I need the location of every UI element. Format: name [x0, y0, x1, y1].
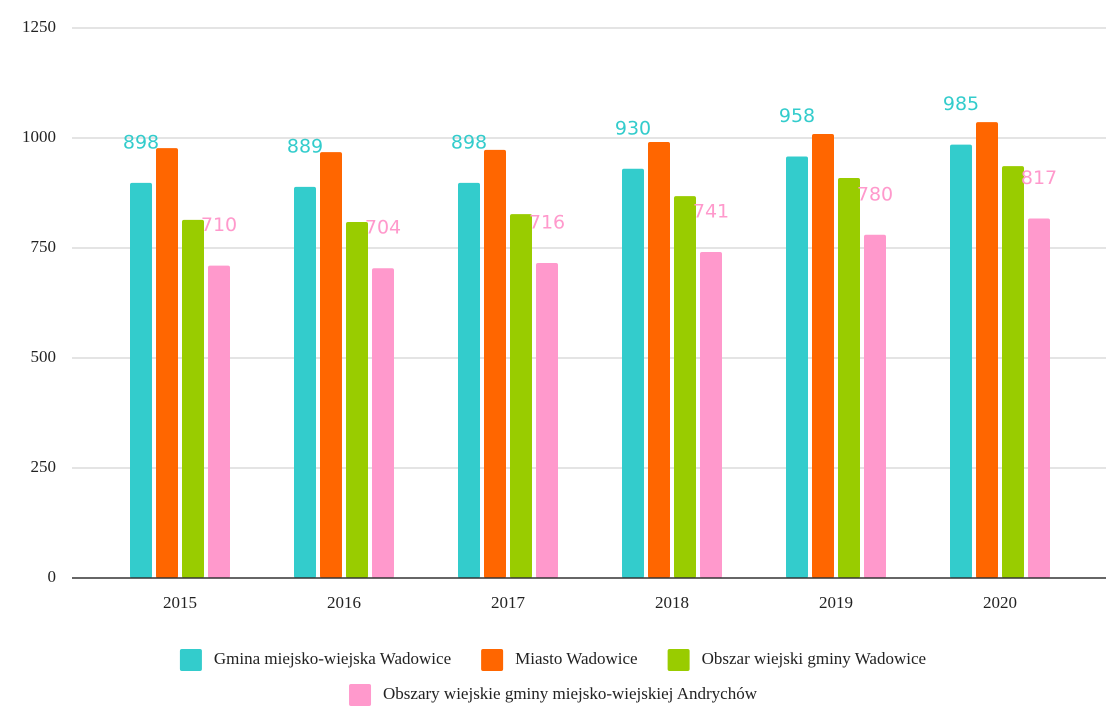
legend-swatch [349, 684, 372, 706]
x-tick-label: 2018 [655, 593, 689, 612]
legend-label: Miasto Wadowice [515, 649, 638, 668]
legend-label: Obszary wiejskie gminy miejsko-wiejskiej… [383, 684, 758, 703]
bar [484, 149, 506, 578]
bar [864, 234, 886, 579]
y-tick-label: 500 [31, 347, 57, 366]
legend-label: Gmina miejsko-wiejska Wadowice [214, 649, 451, 668]
data-label: 930 [615, 117, 651, 139]
bar [510, 214, 532, 578]
bar [458, 182, 480, 578]
bar [674, 196, 696, 578]
bar [156, 148, 178, 578]
data-label: 716 [529, 211, 565, 233]
data-label: 898 [123, 131, 159, 153]
data-label: 780 [857, 183, 893, 205]
bar [372, 268, 394, 578]
y-tick-label: 250 [31, 457, 57, 476]
bar [838, 178, 860, 579]
bar [786, 156, 808, 579]
x-tick-label: 2020 [983, 593, 1017, 612]
x-tick-label: 2016 [327, 593, 361, 612]
y-tick-label: 1250 [22, 17, 56, 36]
y-tick-label: 750 [31, 237, 57, 256]
bar [648, 141, 670, 578]
data-label: 817 [1021, 167, 1057, 189]
data-label: 958 [779, 105, 815, 127]
data-label: 710 [201, 214, 237, 236]
bar [1002, 166, 1024, 578]
x-tick-label: 2017 [491, 593, 526, 612]
bar [320, 152, 342, 578]
bar [812, 134, 834, 579]
bar [182, 219, 204, 578]
x-tick-label: 2019 [819, 593, 853, 612]
x-tick-label: 2015 [163, 593, 197, 612]
data-label: 741 [693, 200, 729, 222]
data-label: 889 [287, 135, 323, 157]
y-tick-label: 1000 [22, 127, 56, 146]
bar [208, 265, 230, 578]
bar [950, 144, 972, 578]
y-tick-label: 0 [48, 567, 57, 586]
legend-swatch [667, 649, 690, 671]
legend-swatch [179, 649, 202, 671]
bar [536, 262, 558, 578]
bar [130, 182, 152, 578]
bar [622, 168, 644, 579]
bar [346, 222, 368, 579]
legend-swatch [481, 649, 504, 671]
bar [976, 122, 998, 578]
bar [700, 251, 722, 578]
data-label: 704 [365, 217, 401, 239]
data-label: 985 [943, 93, 979, 115]
bar [1028, 218, 1050, 578]
bar [294, 186, 316, 578]
legend-label: Obszar wiejski gminy Wadowice [702, 649, 926, 668]
data-label: 898 [451, 131, 487, 153]
